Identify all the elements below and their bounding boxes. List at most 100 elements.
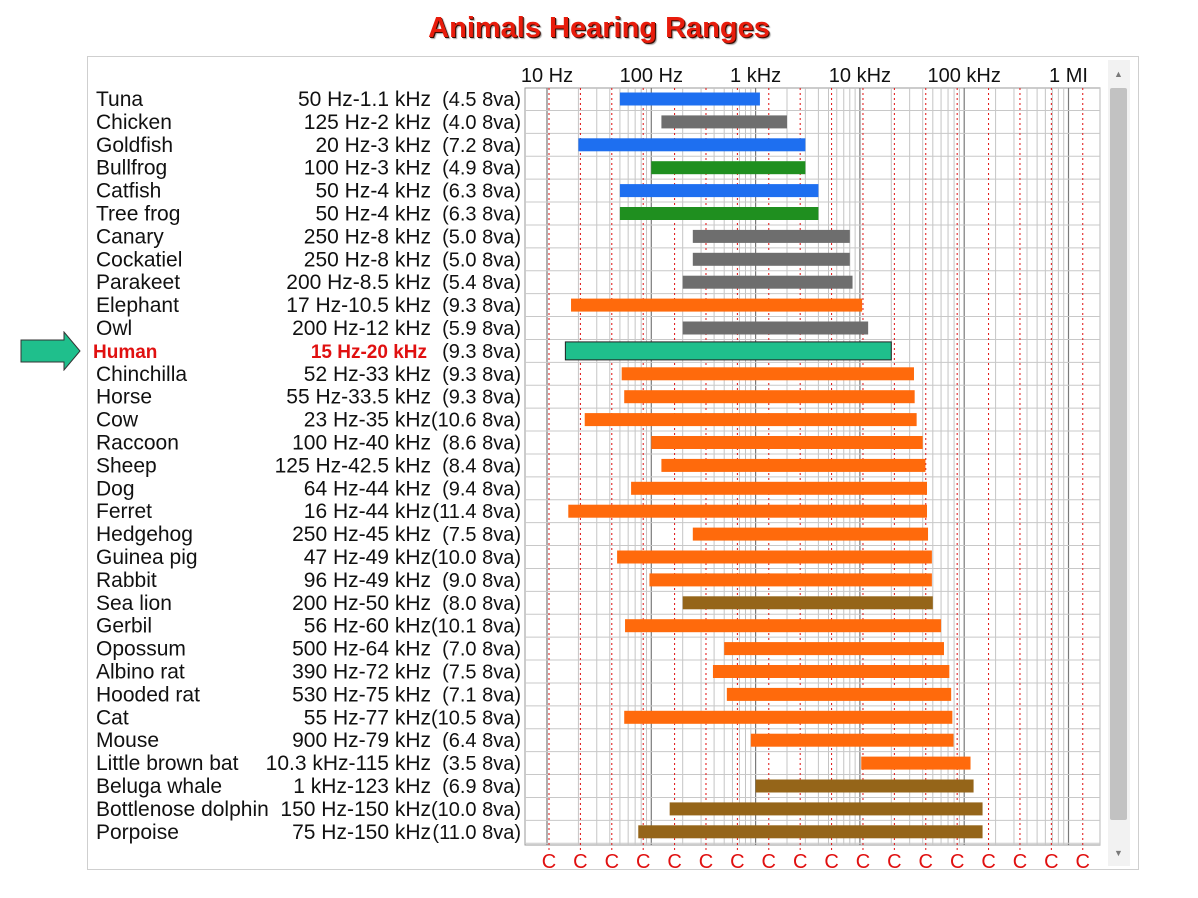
- row-name: Ferret: [96, 500, 152, 523]
- row-name: Canary: [96, 225, 164, 248]
- row-name: Bottlenose dolphin: [96, 798, 269, 821]
- highlight-arrow-icon: [20, 331, 81, 371]
- bar-guinea-pig: [617, 550, 932, 564]
- row-octaves: (6.9 8va): [442, 776, 521, 798]
- row-name: Parakeet: [96, 271, 180, 294]
- row-range: 125 Hz-42.5 kHz: [275, 454, 431, 477]
- row-range: 96 Hz-49 kHz: [304, 569, 431, 592]
- row-octaves: (4.0 8va): [442, 112, 521, 134]
- bar-canary: [692, 229, 850, 243]
- x-tick-label: 100 kHz: [928, 65, 1001, 87]
- row-octaves: (9.0 8va): [442, 570, 521, 592]
- row-range: 20 Hz-3 kHz: [315, 134, 431, 157]
- bar-elephant: [571, 298, 863, 312]
- row-range: 10.3 kHz-115 kHz: [266, 752, 431, 775]
- bar-hedgehog: [692, 527, 929, 541]
- row-octaves: (4.5 8va): [442, 89, 521, 111]
- row-octaves: (7.5 8va): [442, 524, 521, 546]
- scrollbar-thumb[interactable]: [1110, 88, 1127, 820]
- c-marker: C: [762, 851, 776, 873]
- row-range: 23 Hz-35 kHz: [304, 409, 431, 432]
- row-range: 250 Hz-45 kHz: [292, 523, 431, 546]
- c-marker: C: [1044, 851, 1058, 873]
- row-octaves: (5.9 8va): [442, 318, 521, 340]
- row-name: Chinchilla: [96, 363, 187, 386]
- row-octaves: (10.1 8va): [431, 616, 521, 638]
- row-range: 125 Hz-2 kHz: [304, 111, 431, 134]
- row-name: Horse: [96, 386, 152, 409]
- x-tick-label: 1 kHz: [730, 65, 781, 87]
- row-octaves: (5.4 8va): [442, 272, 521, 294]
- bar-horse: [624, 390, 915, 404]
- bar-chicken: [661, 115, 787, 129]
- row-range: 200 Hz-12 kHz: [292, 317, 431, 340]
- scroll-up-icon[interactable]: ▲: [1114, 69, 1123, 79]
- c-marker: C: [542, 851, 556, 873]
- row-name: Tree frog: [96, 203, 180, 226]
- row-name: Cow: [96, 409, 139, 432]
- row-range: 17 Hz-10.5 kHz: [286, 294, 431, 317]
- row-range: 150 Hz-150 kHz: [280, 798, 431, 821]
- row-name: Gerbil: [96, 615, 152, 638]
- axis-ticks: 10 Hz 100 Hz 1 kHz 10 kHz 100 kHz 1 MI: [521, 65, 1088, 87]
- row-octaves: (7.0 8va): [442, 639, 521, 661]
- c-marker: C: [981, 851, 995, 873]
- c-marker: C: [824, 851, 838, 873]
- bar-sheep: [661, 458, 926, 472]
- row-range: 50 Hz-4 kHz: [315, 203, 431, 226]
- c-marker: C: [699, 851, 713, 873]
- row-name: Hooded rat: [96, 683, 200, 706]
- row-name: Human: [93, 342, 157, 363]
- row-range: 500 Hz-64 kHz: [292, 638, 431, 661]
- row-octaves: (3.5 8va): [442, 753, 521, 775]
- row-octaves: (6.4 8va): [442, 730, 521, 752]
- row-name: Catfish: [96, 180, 161, 203]
- bar-rabbit: [649, 573, 932, 587]
- row-name: Beluga whale: [96, 775, 222, 798]
- row-octaves: (9.3 8va): [442, 364, 521, 386]
- row-name: Sea lion: [96, 592, 172, 615]
- c-marker: C: [950, 851, 964, 873]
- bar-catfish: [619, 184, 819, 198]
- row-octaves: (7.5 8va): [442, 662, 521, 684]
- row-octaves: (9.3 8va): [442, 295, 521, 317]
- row-octaves: (10.0 8va): [431, 799, 521, 821]
- scroll-down-icon[interactable]: ▼: [1114, 848, 1123, 858]
- bar-goldfish: [578, 138, 806, 152]
- row-octaves: (7.1 8va): [442, 684, 521, 706]
- row-name: Hedgehog: [96, 523, 193, 546]
- row-name: Porpoise: [96, 821, 179, 844]
- row-octaves: (5.0 8va): [442, 249, 521, 271]
- row-octaves: (6.3 8va): [442, 181, 521, 203]
- c-marker: C: [1076, 851, 1090, 873]
- bar-parakeet: [682, 275, 853, 289]
- row-range: 52 Hz-33 kHz: [304, 363, 431, 386]
- row-range: 200 Hz-50 kHz: [292, 592, 431, 615]
- bar-chinchilla: [621, 367, 914, 381]
- row-octaves: (8.6 8va): [442, 433, 521, 455]
- bar-cockatiel: [692, 252, 850, 266]
- row-name: Owl: [96, 317, 132, 340]
- row-octaves: (10.5 8va): [431, 707, 521, 729]
- c-marker: C: [573, 851, 587, 873]
- row-name: Little brown bat: [96, 752, 239, 775]
- row-name: Mouse: [96, 729, 159, 752]
- bar-opossum: [724, 642, 944, 656]
- c-marker: C: [605, 851, 619, 873]
- row-name: Albino rat: [96, 661, 185, 684]
- bar-gerbil: [625, 619, 942, 633]
- c-marker: C: [793, 851, 807, 873]
- x-tick-label: 1 MI: [1049, 65, 1088, 87]
- bar-mouse: [750, 733, 954, 747]
- row-octaves: (8.4 8va): [442, 455, 521, 477]
- row-range: 530 Hz-75 kHz: [292, 683, 431, 706]
- row-name: Elephant: [96, 294, 179, 317]
- bar-raccoon: [651, 436, 923, 449]
- row-range: 55 Hz-77 kHz: [304, 706, 431, 729]
- row-name: Raccoon: [96, 432, 179, 455]
- row-octaves: (11.4 8va): [432, 501, 521, 523]
- x-tick-label: 10 kHz: [829, 65, 891, 87]
- row-octaves: (8.0 8va): [442, 593, 521, 615]
- row-octaves: (9.4 8va): [442, 478, 521, 500]
